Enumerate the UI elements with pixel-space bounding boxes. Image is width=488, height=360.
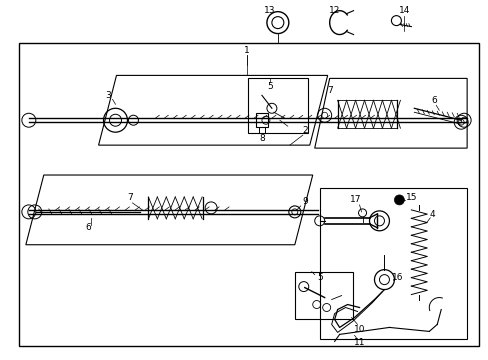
Text: 2: 2 bbox=[301, 126, 307, 135]
Bar bbox=[294, 272, 352, 319]
Circle shape bbox=[394, 195, 404, 205]
Bar bbox=[255, 113, 267, 127]
Text: 3: 3 bbox=[105, 91, 111, 100]
Text: 5: 5 bbox=[316, 273, 322, 282]
Text: 14: 14 bbox=[398, 6, 409, 15]
Bar bbox=[247, 78, 307, 133]
Text: 17: 17 bbox=[349, 195, 361, 204]
Text: 7: 7 bbox=[326, 86, 332, 95]
Text: 10: 10 bbox=[353, 325, 365, 334]
Bar bbox=[19, 42, 478, 346]
Text: 7: 7 bbox=[127, 193, 133, 202]
Text: 8: 8 bbox=[259, 134, 264, 143]
Text: 4: 4 bbox=[428, 210, 434, 219]
Text: 11: 11 bbox=[353, 338, 365, 347]
Text: 12: 12 bbox=[328, 6, 340, 15]
Text: 6: 6 bbox=[85, 223, 91, 232]
Text: 13: 13 bbox=[264, 6, 275, 15]
Text: 16: 16 bbox=[391, 273, 402, 282]
Text: 5: 5 bbox=[266, 82, 272, 91]
Text: 15: 15 bbox=[405, 193, 416, 202]
Text: 1: 1 bbox=[244, 46, 249, 55]
Text: 9: 9 bbox=[301, 197, 307, 206]
Text: 6: 6 bbox=[430, 96, 436, 105]
Bar bbox=[259, 127, 264, 133]
